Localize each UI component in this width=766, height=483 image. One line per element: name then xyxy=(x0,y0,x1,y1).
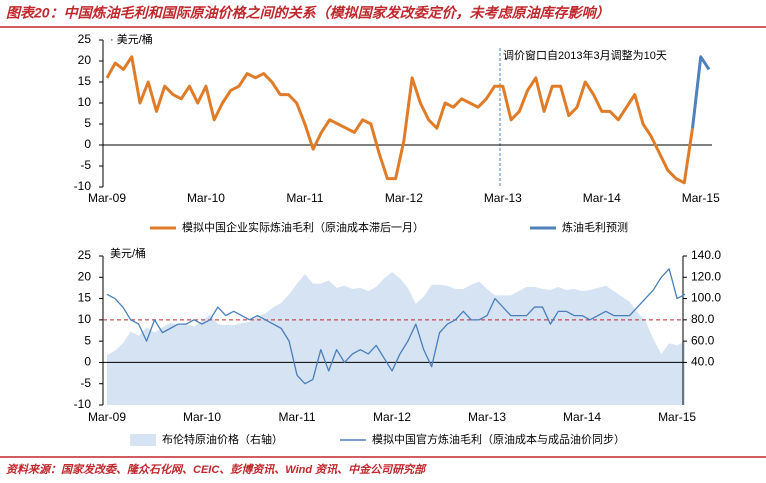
y2-tick-label: 80.0 xyxy=(691,312,715,326)
x-tick-label: Mar-12 xyxy=(373,410,411,424)
y-tick-label: -5 xyxy=(80,376,91,390)
x-tick-label: Mar-13 xyxy=(468,410,506,424)
source: 资料来源：国家发改委、隆众石化网、CEIC、彭博资讯、Wind 资讯、中金公司研… xyxy=(6,463,427,476)
y-unit: 美元/桶 xyxy=(110,246,146,260)
x-tick-label: Mar-12 xyxy=(385,191,423,205)
line xyxy=(691,55,711,129)
area xyxy=(107,271,685,405)
x-tick-label: Mar-14 xyxy=(563,410,601,424)
x-tick-label: Mar-14 xyxy=(583,191,621,205)
page-title: 图表20：中国炼油毛利和国际原油价格之间的关系（模拟国家发改委定价，未考虑原油库… xyxy=(6,5,610,21)
x-tick-label: Mar-11 xyxy=(278,410,315,424)
legend-label: 炼油毛利预测 xyxy=(562,220,628,234)
line xyxy=(106,268,686,385)
y-tick-label: 15 xyxy=(78,291,92,305)
legend-swatch xyxy=(130,434,156,446)
x-tick-label: Mar-13 xyxy=(484,191,522,205)
x-tick-label: Mar-11 xyxy=(286,191,323,205)
y-tick-label: 10 xyxy=(78,95,92,109)
y-tick-label: -10 xyxy=(74,179,92,193)
y-tick-label: 20 xyxy=(78,53,92,67)
x-tick-label: Mar-15 xyxy=(658,410,696,424)
y2-tick-label: 60.0 xyxy=(691,333,715,347)
x-tick-label: Mar-15 xyxy=(682,191,720,205)
line xyxy=(105,55,694,185)
x-tick-label: Mar-09 xyxy=(88,191,126,205)
y-tick-label: 15 xyxy=(78,74,92,88)
y-tick-label: -10 xyxy=(74,397,92,411)
annotation: 调价窗口自2013年3月调整为10天 xyxy=(503,48,667,62)
legend-label: 布伦特原油价格（右轴） xyxy=(162,432,283,446)
y-tick-label: -5 xyxy=(80,158,91,172)
y-unit: · 美元/桶 xyxy=(110,32,153,46)
y2-tick-label: 120.0 xyxy=(691,269,721,283)
y-tick-label: 5 xyxy=(84,333,91,347)
y-tick-label: 20 xyxy=(78,269,92,283)
y-tick-label: 10 xyxy=(78,312,92,326)
legend-label: 模拟中国官方炼油毛利（原油成本与成品油价同步） xyxy=(372,432,625,446)
x-tick-label: Mar-10 xyxy=(183,410,221,424)
y-tick-label: 25 xyxy=(78,32,92,46)
x-tick-label: Mar-10 xyxy=(187,191,225,205)
legend-label: 模拟中国企业实际炼油毛利（原油成本滞后一月） xyxy=(182,220,424,234)
y-tick-label: 0 xyxy=(84,355,91,369)
y-tick-label: 5 xyxy=(84,116,91,130)
x-tick-label: Mar-09 xyxy=(88,410,126,424)
y2-tick-label: 140.0 xyxy=(691,248,721,262)
y2-tick-label: 40.0 xyxy=(691,355,715,369)
y2-tick-label: 100.0 xyxy=(691,291,721,305)
y-tick-label: 0 xyxy=(84,137,91,151)
y-tick-label: 25 xyxy=(78,248,92,262)
